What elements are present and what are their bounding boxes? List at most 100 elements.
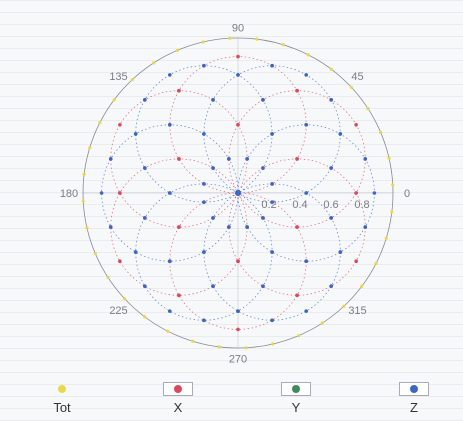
angle-tick-label-315: 315	[348, 305, 366, 317]
series-z-point	[143, 216, 147, 220]
series-tot-point	[201, 40, 205, 44]
legend-label-y: Y	[291, 400, 301, 415]
radial-tick-label-0-8: 0.8	[354, 199, 369, 211]
angle-tick-label-0: 0	[404, 188, 410, 200]
legend-swatch-x[interactable]	[163, 382, 193, 396]
series-z-point	[261, 166, 265, 170]
series-z-point	[329, 166, 333, 170]
legend-dot-z	[410, 385, 418, 393]
series-z-point	[108, 225, 113, 229]
series-x-point	[354, 259, 358, 264]
series-tot-point	[112, 98, 116, 102]
series-z-point	[143, 98, 147, 102]
legend-swatch-y[interactable]	[281, 382, 311, 396]
series-tot-point	[81, 199, 85, 203]
series-x-point	[236, 123, 240, 127]
series-z-point	[329, 98, 333, 102]
angle-tick-label-135: 135	[109, 71, 127, 83]
angle-tick-label-180: 180	[60, 188, 78, 200]
series-tot-point	[82, 172, 86, 176]
series-z-point	[261, 284, 265, 288]
legend-label-tot: Tot	[53, 400, 71, 415]
series-z-point	[143, 166, 147, 170]
series-tot-point	[306, 53, 310, 57]
series-tot-point	[296, 334, 301, 338]
series-x-point	[236, 259, 240, 264]
series-z-point	[211, 284, 215, 288]
legend: Tot X Y Z	[0, 376, 463, 421]
series-z-point	[211, 98, 215, 102]
legend-item-x[interactable]: X	[158, 382, 198, 415]
series-tot-point	[255, 37, 259, 41]
series-tot-point	[228, 36, 232, 40]
series-z-point	[261, 98, 265, 102]
series-tot-point	[123, 297, 127, 301]
series-z-point	[236, 309, 240, 313]
series-z-point	[329, 284, 333, 288]
series-z-point	[202, 182, 206, 186]
series-tot-point	[151, 61, 156, 65]
series-tot-point	[106, 275, 110, 280]
series-tot-point	[166, 329, 170, 333]
series-tot-point	[342, 304, 346, 308]
series-tot-point	[244, 346, 248, 350]
series-z-point	[227, 225, 231, 229]
series-z-point	[202, 318, 206, 323]
legend-label-x: X	[173, 400, 183, 415]
series-tot-point	[191, 339, 195, 343]
legend-swatch-z[interactable]	[399, 382, 429, 396]
radial-tick-label-0-4: 0.4	[292, 199, 307, 211]
series-tot-point	[143, 315, 147, 319]
series-z-point	[304, 191, 309, 195]
series-tot-point	[130, 78, 134, 82]
angle-tick-label-225: 225	[109, 305, 127, 317]
series-z-point	[372, 191, 377, 195]
series-z-point	[270, 132, 274, 136]
series-tot-point	[391, 183, 395, 187]
series-z-point	[133, 132, 138, 136]
legend-label-z: Z	[410, 400, 418, 415]
series-x-point	[118, 259, 122, 264]
series-x-point	[177, 88, 181, 93]
legend-item-y[interactable]: Y	[276, 382, 316, 415]
series-z-point	[329, 216, 333, 220]
series-x-point	[118, 123, 122, 127]
series-x-point	[295, 225, 299, 229]
series-x-point	[295, 293, 299, 298]
legend-item-z[interactable]: Z	[394, 382, 434, 415]
series-z-point	[211, 166, 215, 170]
series-x-point	[236, 327, 240, 332]
legend-item-tot: Tot	[42, 382, 82, 415]
series-tot-point	[384, 236, 388, 240]
series-z-point	[270, 200, 274, 204]
series-z-point	[270, 182, 274, 186]
series-z-point	[270, 250, 274, 254]
series-z-point	[270, 63, 274, 68]
series-z-point	[168, 73, 172, 77]
series-z-point	[338, 132, 343, 136]
series-tot-point	[366, 106, 370, 111]
series-z-point	[338, 250, 343, 254]
series-z-point	[236, 73, 240, 77]
series-x-point	[295, 88, 299, 93]
series-z-point	[363, 225, 368, 229]
series-tot-point	[374, 261, 378, 265]
legend-dot-tot	[58, 385, 66, 393]
center-point	[235, 190, 241, 196]
series-tot-point	[88, 146, 92, 150]
series-x-point	[177, 225, 181, 229]
series-tot-point	[281, 43, 285, 47]
series-tot-point	[360, 284, 364, 288]
series-z-point	[202, 200, 206, 204]
series-z-point	[304, 309, 309, 313]
legend-dot-x	[174, 385, 182, 393]
series-z-point	[304, 259, 309, 264]
series-x-point	[236, 54, 240, 59]
series-tot-point	[175, 48, 180, 52]
series-z-point	[143, 284, 147, 288]
series-z-point	[211, 216, 215, 220]
angle-tick-label-90: 90	[232, 23, 244, 35]
series-tot-point	[349, 85, 353, 89]
series-tot-point	[98, 121, 102, 125]
series-tot-point	[329, 67, 333, 71]
